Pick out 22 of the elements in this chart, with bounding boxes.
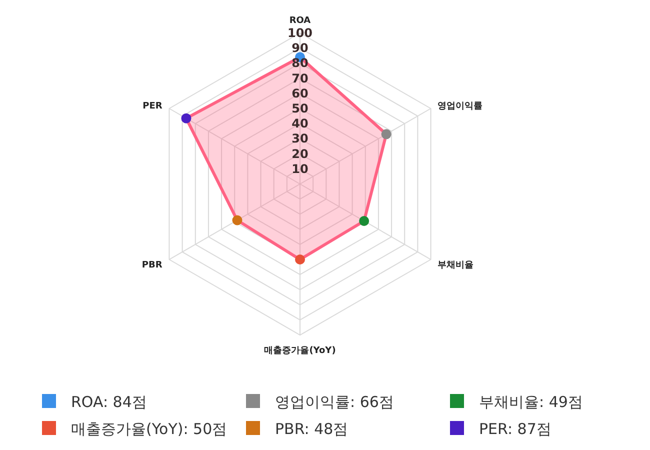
text: PBR: 48점 <box>275 420 348 438</box>
spoke-label: PBR <box>142 260 162 270</box>
text: 매출증가율(YoY): 50점 <box>71 420 228 438</box>
spoke-label: 매출증가율(YoY) <box>264 345 336 356</box>
y-tick-label: 40 <box>292 116 308 131</box>
spoke-label: 영업이익률 <box>438 102 483 112</box>
spoke-label: 부채비율 <box>438 260 474 270</box>
y-tick-label: 10 <box>292 162 308 176</box>
text: PER: 87점 <box>479 420 552 438</box>
spoke-label: PER <box>142 102 162 112</box>
y-tick-label: 50 <box>292 102 308 116</box>
y-tick-label: 60 <box>292 86 308 100</box>
y-tick-label: 20 <box>292 146 308 161</box>
y-tick-label: 30 <box>292 132 308 146</box>
y-tick-label: 70 <box>292 71 308 86</box>
text: 영업이익률: 66점 <box>275 393 394 411</box>
text: 부채비율: 49점 <box>479 393 583 411</box>
spoke-label: ROA <box>289 16 311 26</box>
text: ROA: 84점 <box>71 393 147 411</box>
y-tick-label: 90 <box>292 41 308 56</box>
y-tick-label: 100 <box>287 26 313 40</box>
y-tick-label: 80 <box>292 56 308 70</box>
